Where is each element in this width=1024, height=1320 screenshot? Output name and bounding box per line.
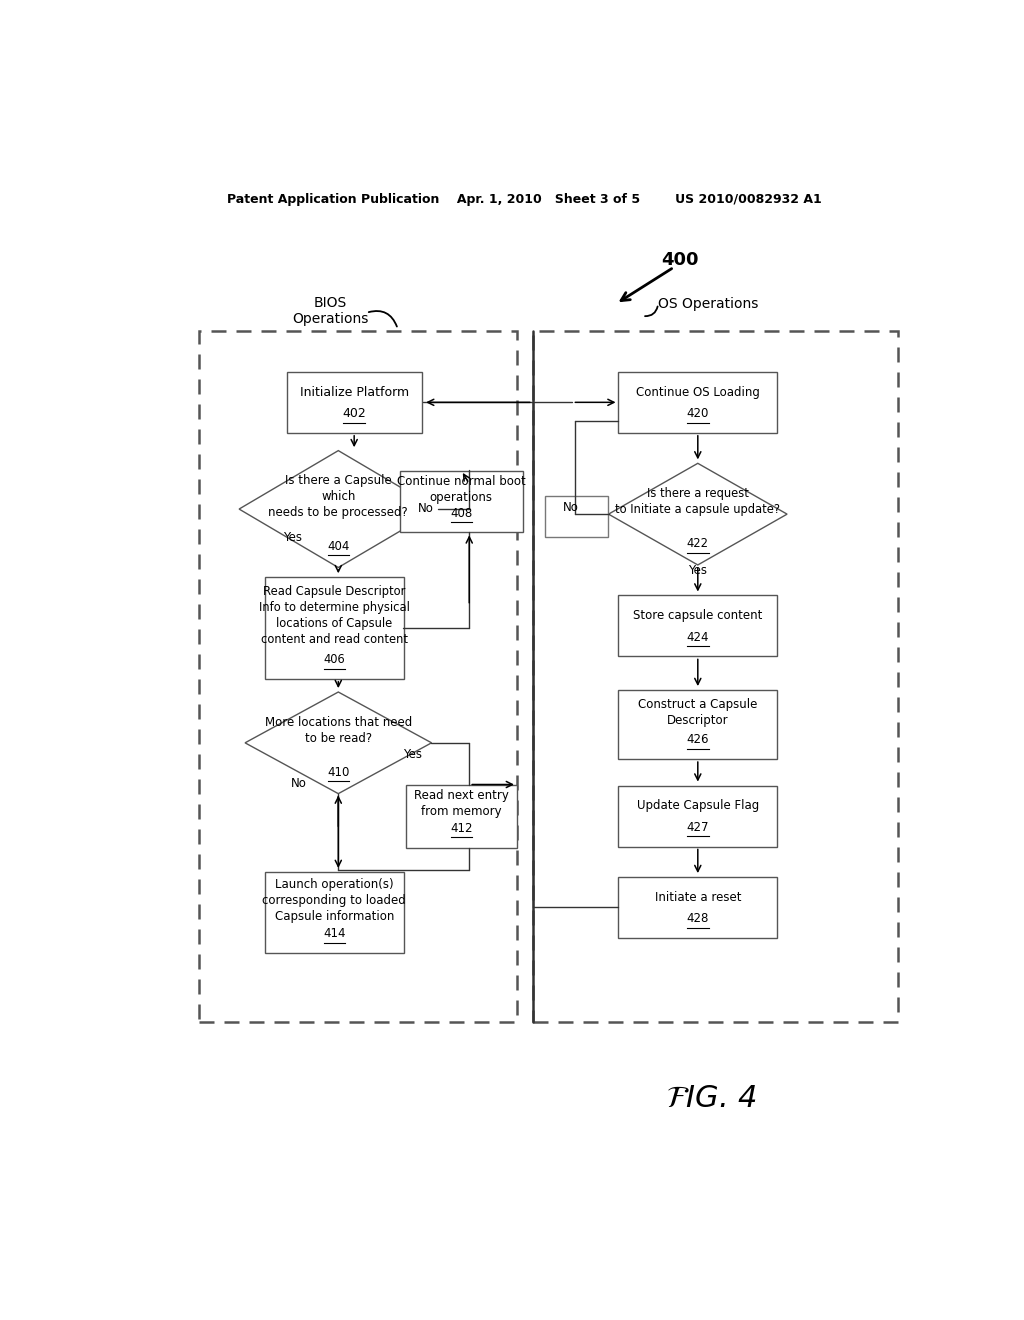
Text: Update Capsule Flag: Update Capsule Flag <box>637 800 759 812</box>
Text: 412: 412 <box>451 822 472 834</box>
FancyBboxPatch shape <box>618 372 777 433</box>
Text: Initiate a reset: Initiate a reset <box>654 891 741 904</box>
FancyBboxPatch shape <box>618 876 777 939</box>
Text: 424: 424 <box>686 631 709 644</box>
FancyBboxPatch shape <box>265 577 403 678</box>
Text: Read next entry
from memory: Read next entry from memory <box>414 789 509 818</box>
Text: 420: 420 <box>687 407 709 420</box>
FancyBboxPatch shape <box>406 784 517 847</box>
Text: More locations that need
to be read?: More locations that need to be read? <box>264 717 412 744</box>
Polygon shape <box>608 463 787 565</box>
Text: Construct a Capsule
Descriptor: Construct a Capsule Descriptor <box>638 698 758 727</box>
Text: 400: 400 <box>660 251 698 269</box>
Text: 410: 410 <box>327 766 349 779</box>
Text: Yes: Yes <box>283 531 302 544</box>
FancyBboxPatch shape <box>265 873 403 953</box>
Text: Store capsule content: Store capsule content <box>633 610 763 622</box>
Text: 414: 414 <box>324 928 345 940</box>
Text: $\mathcal{F}$IG. 4: $\mathcal{F}$IG. 4 <box>666 1084 757 1113</box>
Text: Is there a Capsule
which
needs to be processed?: Is there a Capsule which needs to be pro… <box>268 474 409 519</box>
Text: 422: 422 <box>687 537 709 550</box>
Text: 427: 427 <box>686 821 709 834</box>
Text: No: No <box>291 777 306 789</box>
Text: Yes: Yes <box>688 564 708 577</box>
Text: 406: 406 <box>324 653 345 667</box>
Text: 404: 404 <box>327 540 349 553</box>
Text: 428: 428 <box>687 912 709 925</box>
FancyBboxPatch shape <box>618 785 777 846</box>
Text: No: No <box>418 502 433 515</box>
Text: Continue OS Loading: Continue OS Loading <box>636 385 760 399</box>
FancyBboxPatch shape <box>618 595 777 656</box>
Text: 426: 426 <box>686 734 709 746</box>
FancyBboxPatch shape <box>545 496 608 536</box>
Text: Launch operation(s)
corresponding to loaded
Capsule information: Launch operation(s) corresponding to loa… <box>262 878 407 923</box>
Text: Patent Application Publication    Apr. 1, 2010   Sheet 3 of 5        US 2010/008: Patent Application Publication Apr. 1, 2… <box>227 193 822 206</box>
FancyBboxPatch shape <box>618 690 777 759</box>
FancyBboxPatch shape <box>287 372 422 433</box>
Text: Is there a request
to Initiate a capsule update?: Is there a request to Initiate a capsule… <box>615 487 780 516</box>
Text: Initialize Platform: Initialize Platform <box>300 385 409 399</box>
Text: 408: 408 <box>451 507 472 520</box>
FancyBboxPatch shape <box>399 471 523 532</box>
Text: Yes: Yes <box>403 747 422 760</box>
Text: 402: 402 <box>342 407 366 420</box>
Text: Continue normal boot
operations: Continue normal boot operations <box>397 475 525 504</box>
Text: BIOS
Operations: BIOS Operations <box>292 296 369 326</box>
Text: OS Operations: OS Operations <box>658 297 759 310</box>
Text: Read Capsule Descriptor
Info to determine physical
locations of Capsule
content : Read Capsule Descriptor Info to determin… <box>259 585 410 647</box>
Text: No: No <box>563 500 579 513</box>
Polygon shape <box>240 450 437 568</box>
Polygon shape <box>245 692 431 793</box>
